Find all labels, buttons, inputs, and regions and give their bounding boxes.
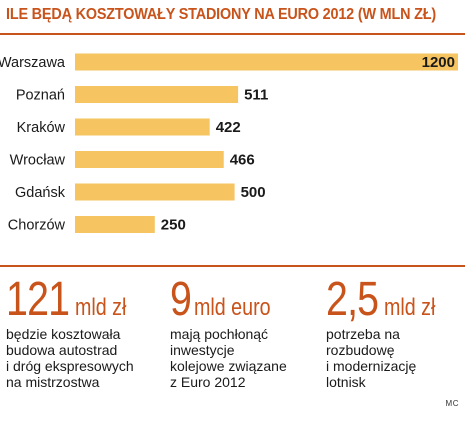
stat-airports-unit: mld zł [383,294,436,321]
title-divider [0,33,465,35]
stat-roads-number: 121 [6,273,70,326]
stat-airports-value: 2,5 mld zł [326,276,446,324]
chart-title: ILE BĘDĄ KOSZTOWAŁY STADIONY NA EURO 201… [6,6,437,23]
category-label-chorzow: Chorzów [8,218,66,234]
value-label-warszawa: 1200 [422,54,455,71]
category-label-gdansk: Gdańsk [15,185,66,201]
stat-airports: 2,5 mld zł potrzeba na rozbudowę i modern… [326,276,446,391]
category-label-krakow: Kraków [17,120,66,136]
stat-airports-number: 2,5 [326,273,379,326]
stat-roads-description: będzie kosztowała budowa autostrad i dró… [6,326,134,390]
bar-warszawa [75,53,458,71]
bar-krakow [75,118,210,136]
bar-chart: Warszawa 1200 Poznań 511 Kraków 422 Wrocław 466… [0,40,465,270]
bar-chart-svg: Warszawa 1200 Poznań 511 Kraków 422 Wrocław 466… [0,53,458,234]
value-label-poznan: 511 [244,87,268,104]
author-credit: MC [445,399,459,408]
stat-rail-description: mają pochłonąć inwestycje kolejowe związ… [170,326,287,390]
stat-rail-number: 9 [170,273,192,326]
stat-roads: 121 mld zł będzie kosztowała budowa autos… [6,276,138,391]
stat-airports-description: potrzeba na rozbudowę i modernizację lot… [326,326,417,390]
value-label-wroclaw: 466 [230,152,255,169]
stat-rail-unit: mld euro [193,294,271,321]
value-label-gdansk: 500 [241,184,266,201]
category-label-warszawa: Warszawa [0,55,66,71]
bar-poznan [75,86,239,103]
stat-roads-unit: mld zł [75,294,127,321]
bar-wroclaw [75,151,224,168]
category-label-wroclaw: Wrocław [10,153,66,169]
bar-chorzow [75,216,155,233]
stat-roads-value: 121 mld zł [6,276,138,324]
value-label-chorzow: 250 [161,217,186,234]
bar-gdansk [75,183,235,201]
section-divider [0,265,465,267]
stat-rail: 9 mld euro mają pochłonąć inwestycje kole… [170,276,287,391]
value-label-krakow: 422 [216,119,241,136]
category-label-poznan: Poznań [16,88,65,104]
stat-rail-value: 9 mld euro [170,276,287,324]
